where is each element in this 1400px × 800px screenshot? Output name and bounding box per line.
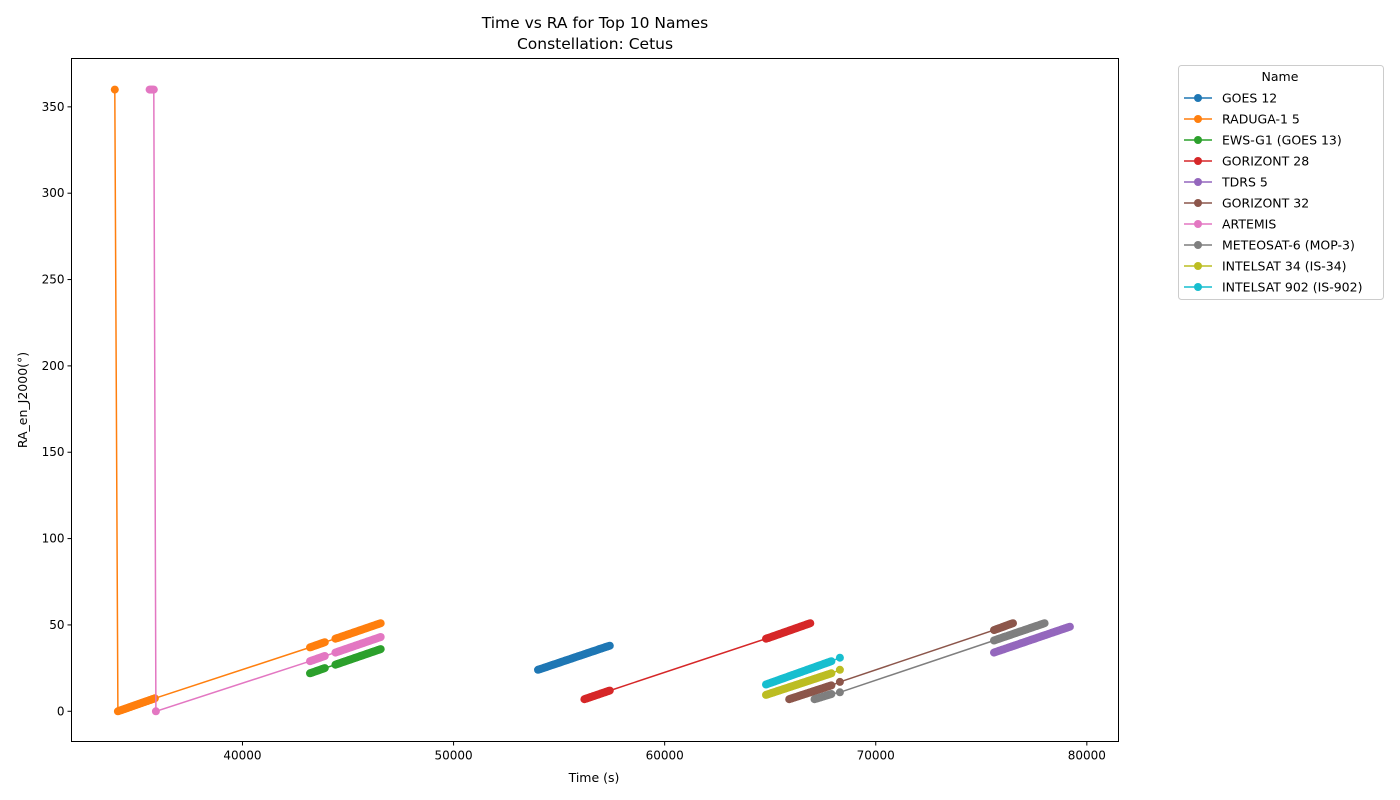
data-point — [376, 645, 385, 654]
y-tick-label: 0 — [57, 704, 65, 718]
legend-item: RADUGA-1 5 — [1184, 112, 1300, 127]
data-point — [320, 638, 329, 647]
data-point — [605, 686, 614, 695]
legend-item: METEOSAT-6 (MOP-3) — [1184, 238, 1355, 253]
plot-data — [110, 85, 1074, 716]
legend-label: INTELSAT 34 (IS-34) — [1222, 259, 1347, 274]
legend-item: GORIZONT 28 — [1184, 154, 1309, 169]
data-point — [320, 664, 329, 673]
y-axis-label: RA_en_J2000(°) — [15, 352, 30, 448]
legend-label: ARTEMIS — [1222, 217, 1276, 232]
data-point — [376, 619, 385, 628]
legend-marker — [1194, 199, 1202, 207]
x-tick-label: 40000 — [223, 749, 261, 763]
series-8 — [762, 665, 844, 699]
series-3 — [580, 619, 815, 704]
data-point — [376, 633, 385, 641]
data-point — [1009, 619, 1017, 628]
data-point — [827, 690, 836, 698]
data-point — [320, 652, 329, 660]
legend-item: INTELSAT 34 (IS-34) — [1184, 259, 1347, 274]
y-tick-label: 200 — [42, 359, 65, 373]
x-tick-label: 70000 — [857, 749, 895, 763]
data-point — [151, 707, 160, 716]
legend-label: EWS-G1 (GOES 13) — [1222, 133, 1342, 148]
series-line — [149, 88, 381, 713]
y-tick-label: 250 — [42, 273, 65, 287]
series-6 — [145, 85, 385, 716]
y-tick-label: 100 — [42, 532, 65, 546]
series-2 — [306, 645, 385, 678]
legend-label: INTELSAT 902 (IS-902) — [1222, 280, 1362, 295]
data-point — [835, 653, 844, 662]
data-point — [835, 677, 844, 686]
legend-item: GOES 12 — [1184, 91, 1277, 106]
data-point — [827, 657, 836, 666]
series-9 — [762, 653, 844, 689]
legend-item: ARTEMIS — [1184, 217, 1276, 232]
legend-label: METEOSAT-6 (MOP-3) — [1222, 238, 1355, 253]
x-tick-label: 60000 — [646, 749, 684, 763]
series-7 — [810, 619, 1049, 704]
data-point — [827, 669, 836, 678]
data-point — [1040, 619, 1049, 628]
legend-label: GOES 12 — [1222, 91, 1277, 106]
legend-marker — [1194, 220, 1202, 228]
legend-label: RADUGA-1 5 — [1222, 112, 1300, 127]
legend-item: GORIZONT 32 — [1184, 196, 1309, 211]
legend-item: INTELSAT 902 (IS-902) — [1184, 280, 1362, 295]
y-tick-label: 150 — [42, 445, 65, 459]
y-tick-label: 50 — [49, 618, 64, 632]
legend-marker — [1194, 94, 1202, 102]
data-point — [1065, 622, 1074, 631]
data-point — [835, 665, 844, 674]
legend-marker — [1194, 178, 1202, 186]
x-axis-label: Time (s) — [568, 770, 620, 785]
legend-marker — [1194, 283, 1202, 291]
y-tick-label: 350 — [42, 100, 65, 114]
legend-marker — [1194, 136, 1202, 144]
series-0 — [534, 641, 614, 674]
y-axis-ticks: 0 50 100 150 200 250 300 350 — [42, 100, 72, 718]
data-point — [150, 694, 159, 703]
plot-frame — [71, 58, 1119, 742]
data-point — [605, 641, 614, 650]
legend-items: GOES 12 RADUGA-1 5 EWS-G1 (GOES 13) GORIZON… — [1184, 91, 1362, 295]
chart-title: Time vs RA for Top 10 Names — [481, 14, 708, 32]
legend-marker — [1194, 157, 1202, 165]
legend-title: Name — [1262, 69, 1299, 84]
legend-label: TDRS 5 — [1221, 175, 1268, 190]
y-tick-label: 300 — [42, 186, 65, 200]
legend-marker — [1194, 115, 1202, 123]
series-4 — [990, 622, 1074, 657]
x-axis-ticks: 40000 50000 60000 70000 80000 — [223, 741, 1106, 763]
data-point — [110, 85, 119, 94]
series-1 — [110, 85, 385, 716]
data-point — [806, 619, 815, 628]
data-point — [149, 85, 158, 94]
x-tick-label: 50000 — [434, 749, 472, 763]
legend-item: TDRS 5 — [1184, 175, 1268, 190]
chart-subtitle: Constellation: Cetus — [517, 35, 673, 53]
x-tick-label: 80000 — [1068, 749, 1106, 763]
data-point — [835, 688, 844, 697]
legend-marker — [1194, 262, 1202, 270]
legend-label: GORIZONT 32 — [1222, 196, 1309, 211]
data-point — [827, 681, 836, 690]
legend-marker — [1194, 241, 1202, 249]
legend-frame — [1178, 65, 1384, 300]
legend-item: EWS-G1 (GOES 13) — [1184, 133, 1342, 148]
series-5 — [785, 619, 1017, 704]
legend-label: GORIZONT 28 — [1222, 154, 1309, 169]
